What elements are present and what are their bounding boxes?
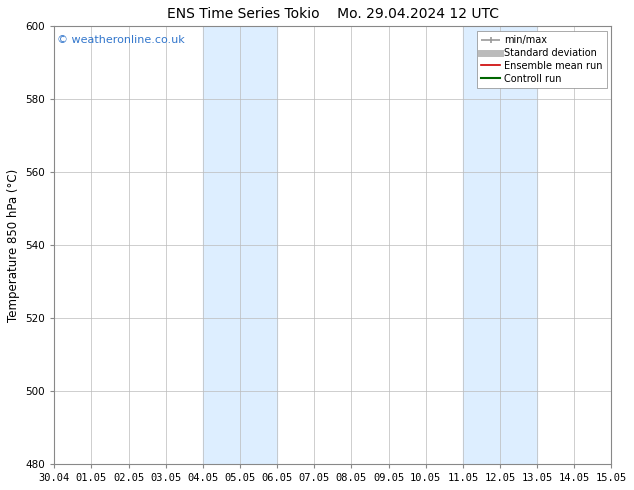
Bar [463, 26, 537, 464]
Legend: min/max, Standard deviation, Ensemble mean run, Controll run: min/max, Standard deviation, Ensemble me… [477, 31, 607, 88]
Y-axis label: Temperature 850 hPa (°C): Temperature 850 hPa (°C) [7, 169, 20, 322]
Bar [203, 26, 277, 464]
Title: ENS Time Series Tokio    Mo. 29.04.2024 12 UTC: ENS Time Series Tokio Mo. 29.04.2024 12 … [167, 7, 499, 21]
Text: © weatheronline.co.uk: © weatheronline.co.uk [57, 35, 185, 45]
